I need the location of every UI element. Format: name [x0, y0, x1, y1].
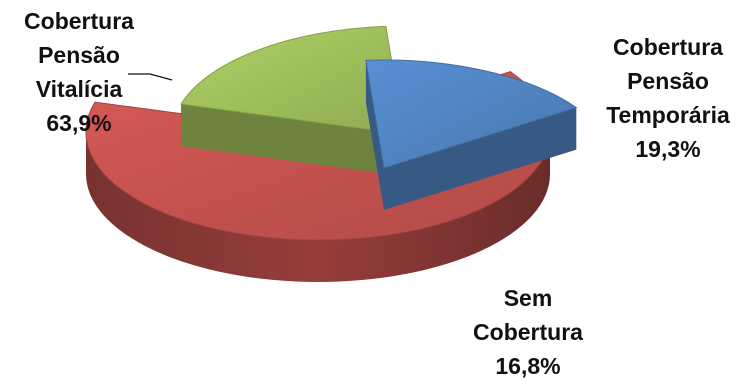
- slice-label-temporaria: Cobertura Pensão Temporária 19,3%: [592, 30, 744, 166]
- slice-value-label: 63,9%: [46, 110, 112, 136]
- pie-slice-2: [365, 59, 578, 211]
- slice-label-line: Cobertura: [473, 319, 583, 345]
- slice-label-line: Sem: [503, 285, 553, 311]
- slice-label-sem-cobertura: Sem Cobertura 16,8%: [458, 281, 598, 383]
- slice-label-line: Pensão: [627, 68, 709, 94]
- slice-value-label: 16,8%: [495, 353, 561, 379]
- leader-line: [128, 73, 173, 81]
- slice-value-label: 19,3%: [635, 136, 701, 162]
- slice-label-line: Cobertura: [613, 34, 723, 60]
- slice-label-vitalicia: Cobertura Pensão Vitalícia 63,9%: [4, 4, 154, 140]
- slice-label-line: Vitalícia: [35, 76, 123, 102]
- slice-label-line: Cobertura: [24, 8, 134, 34]
- slice-label-line: Pensão: [38, 42, 120, 68]
- slice-label-line: Temporária: [606, 102, 730, 128]
